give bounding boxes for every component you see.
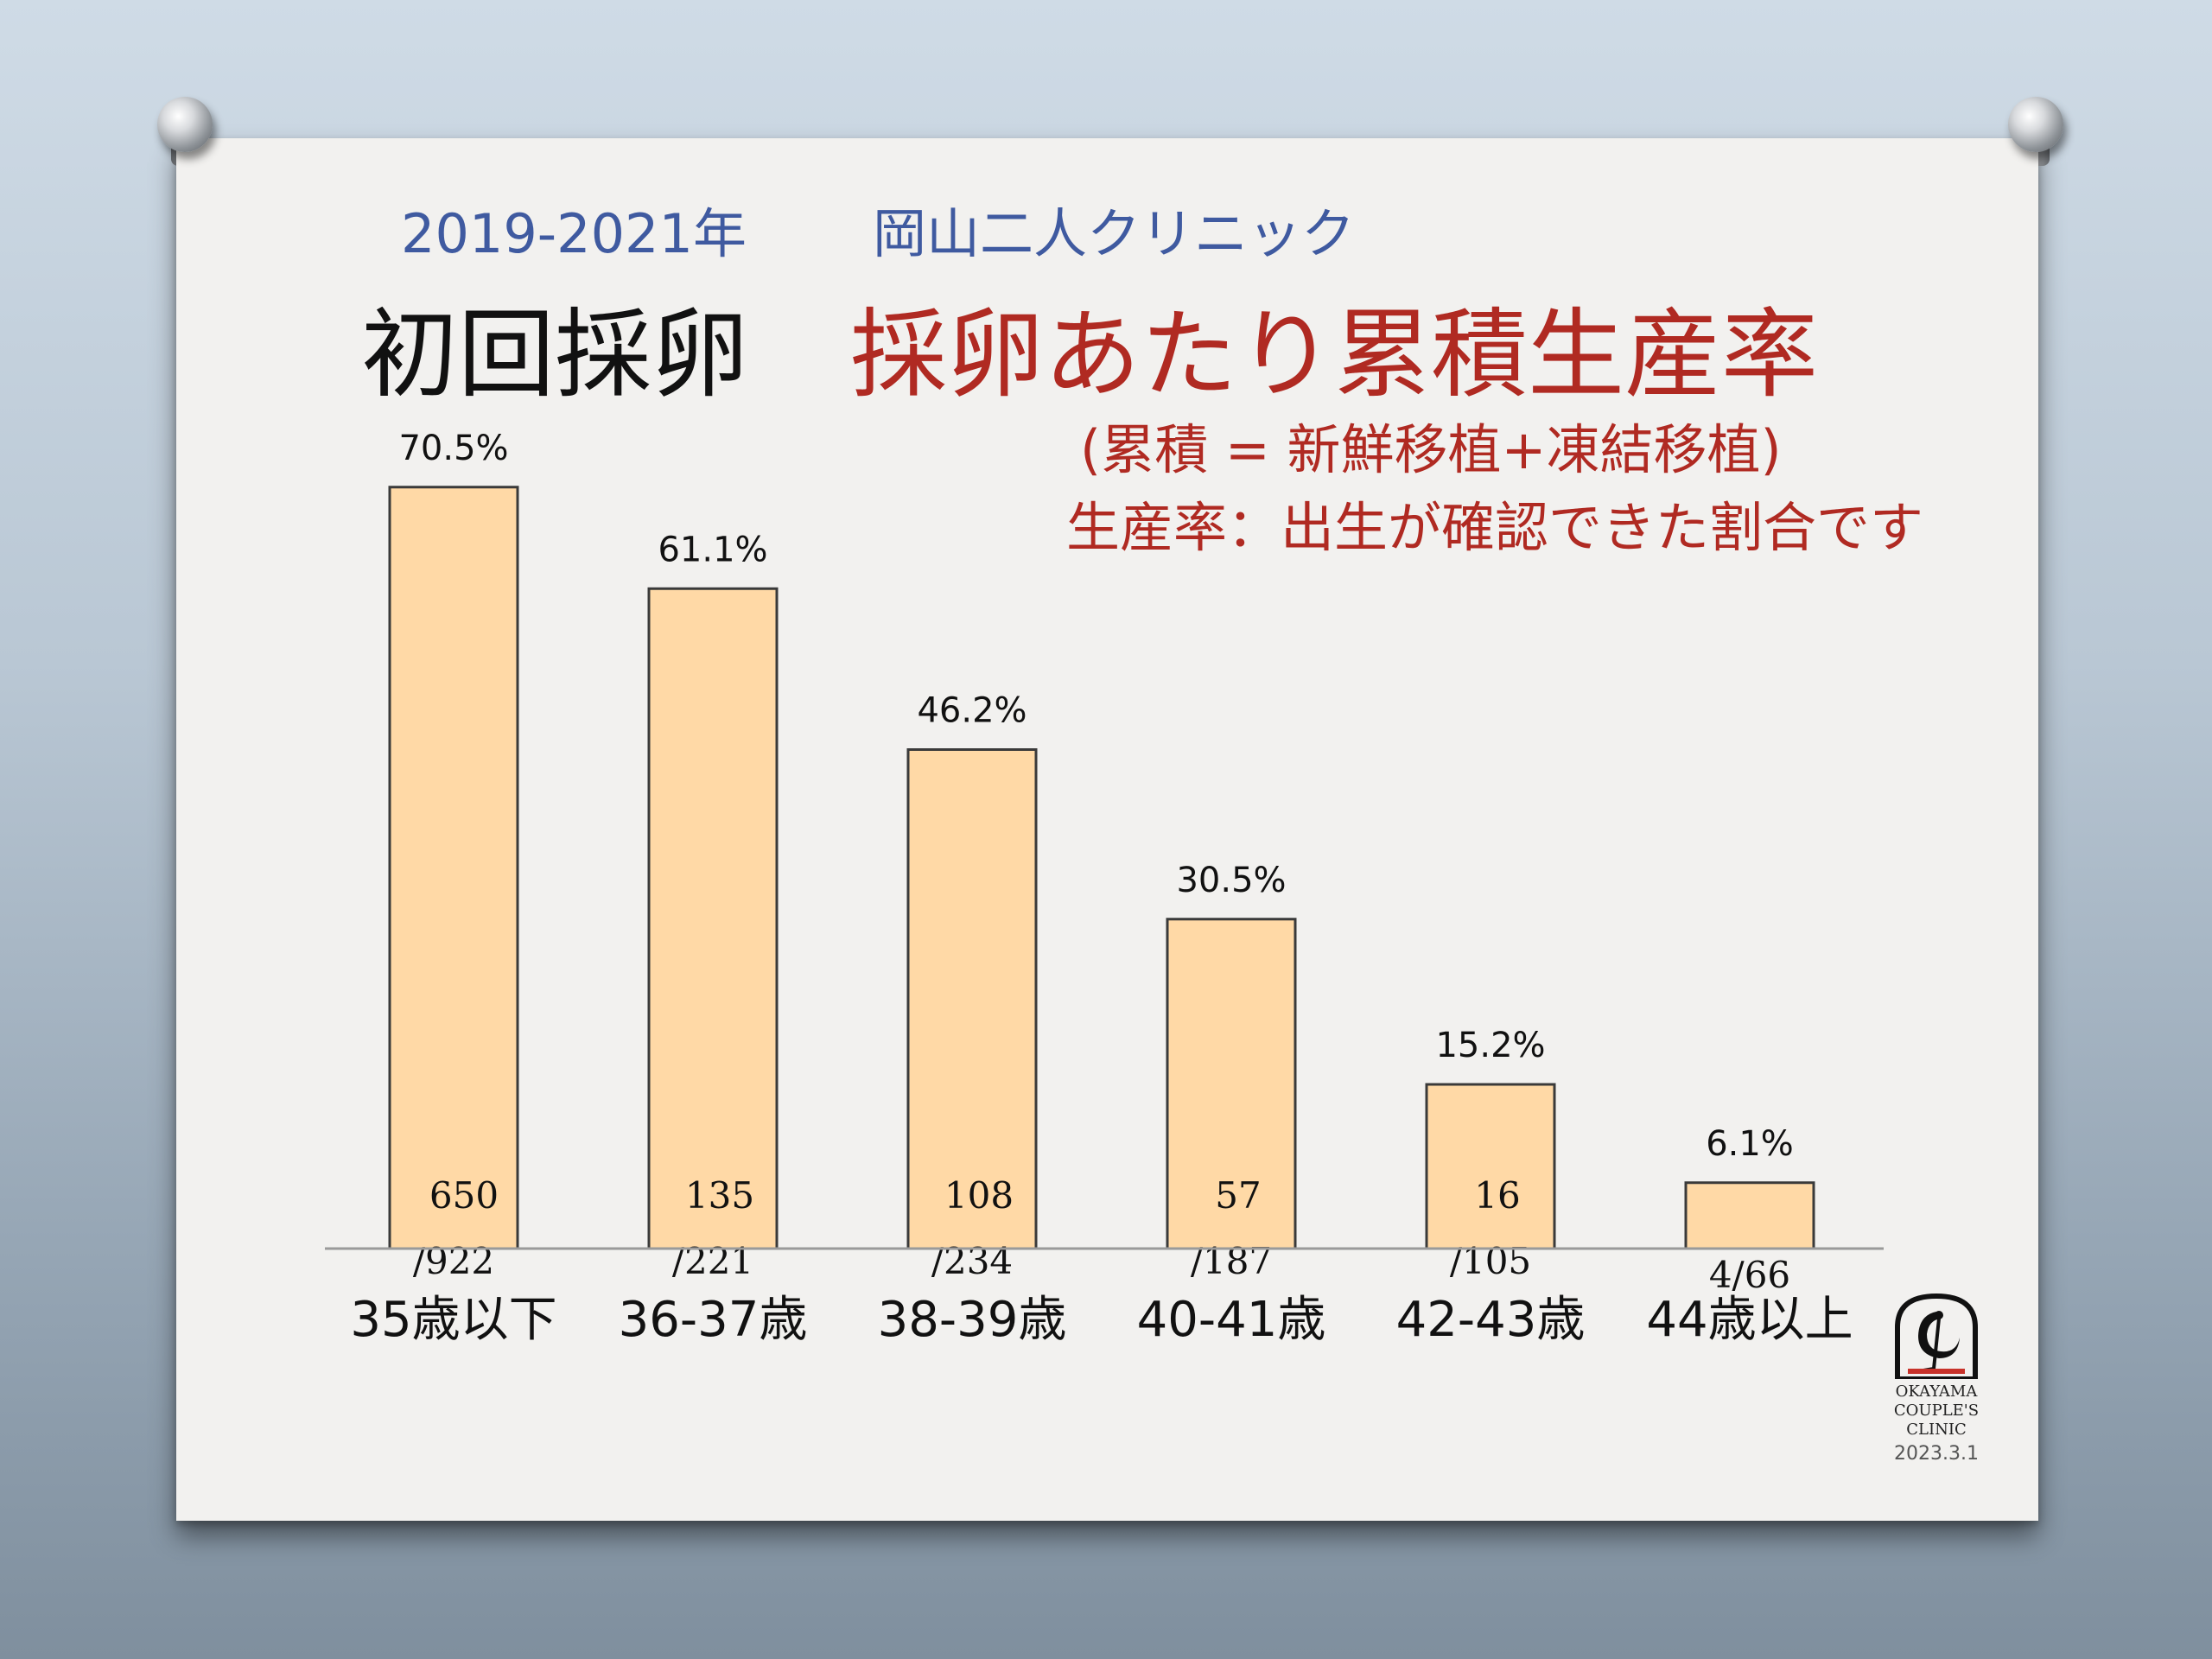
bar-chart: 70.5% 650/922 35歳以下 61.1% 135/221 36-37歳 46.2%…: [325, 429, 1884, 1348]
data-label: 30.5%: [1176, 861, 1286, 900]
denominator-label: /922: [413, 1240, 494, 1282]
category-tick-label: 36-37歳: [619, 1292, 808, 1348]
note-cumulative: (累積 = 新鮮移植+凍結移植): [1080, 418, 1782, 481]
title-left: 初回採卵: [361, 299, 748, 411]
category-tick-label: 38-39歳: [878, 1292, 1067, 1348]
numerator-label: 108: [944, 1174, 1014, 1217]
bar: [1166, 918, 1297, 1250]
data-label: 46.2%: [917, 691, 1027, 731]
logo-text-line: COUPLE'S: [1893, 1402, 1980, 1420]
bar: [1425, 1083, 1556, 1250]
bar: [388, 486, 519, 1250]
logo-text-line: OKAYAMA: [1895, 1382, 1978, 1401]
slide: 2019-2021年 岡山二人クリニック 初回採卵 採卵あたり累積生産率 (累積…: [157, 97, 2063, 1521]
note-live-birth-rate: 生産率：出生が確認できた割合です: [1066, 496, 1924, 559]
data-label: 70.5%: [398, 429, 508, 468]
numerator-label: 16: [1474, 1174, 1520, 1217]
category-tick-label: 40-41歳: [1137, 1292, 1326, 1348]
bar: [906, 748, 1038, 1250]
data-label: 15.2%: [1435, 1026, 1545, 1065]
subtitle-clinic: 岡山二人クリニック: [873, 202, 1356, 265]
bar: [1684, 1181, 1815, 1250]
denominator-label: 4/66: [1709, 1254, 1790, 1296]
numerator-label: 135: [685, 1174, 754, 1217]
denominator-label: /234: [931, 1240, 1013, 1282]
denominator-label: /187: [1191, 1240, 1272, 1282]
denominator-label: /105: [1450, 1240, 1531, 1282]
logo-text-line: CLINIC: [1906, 1421, 1967, 1439]
data-label: 61.1%: [658, 530, 767, 569]
category-tick-label: 44歳以上: [1646, 1292, 1853, 1348]
title-right: 採卵あたり累積生産率: [850, 299, 1818, 411]
numerator-label: 650: [429, 1174, 499, 1217]
category-tick-label: 35歳以下: [350, 1292, 556, 1348]
data-label: 6.1%: [1706, 1124, 1794, 1164]
bar: [647, 587, 779, 1250]
date-label: 2023.3.1: [1894, 1443, 1979, 1465]
clinic-logo-icon: [1895, 1293, 1978, 1379]
numerator-label: 57: [1215, 1174, 1261, 1217]
pushpin-left-icon: [157, 97, 213, 166]
category-tick-label: 42-43歳: [1396, 1292, 1586, 1348]
subtitle-years: 2019-2021年: [401, 202, 747, 265]
denominator-label: /221: [672, 1240, 753, 1282]
clinic-logo-text: OKAYAMA COUPLE'S CLINIC: [1887, 1382, 1986, 1440]
